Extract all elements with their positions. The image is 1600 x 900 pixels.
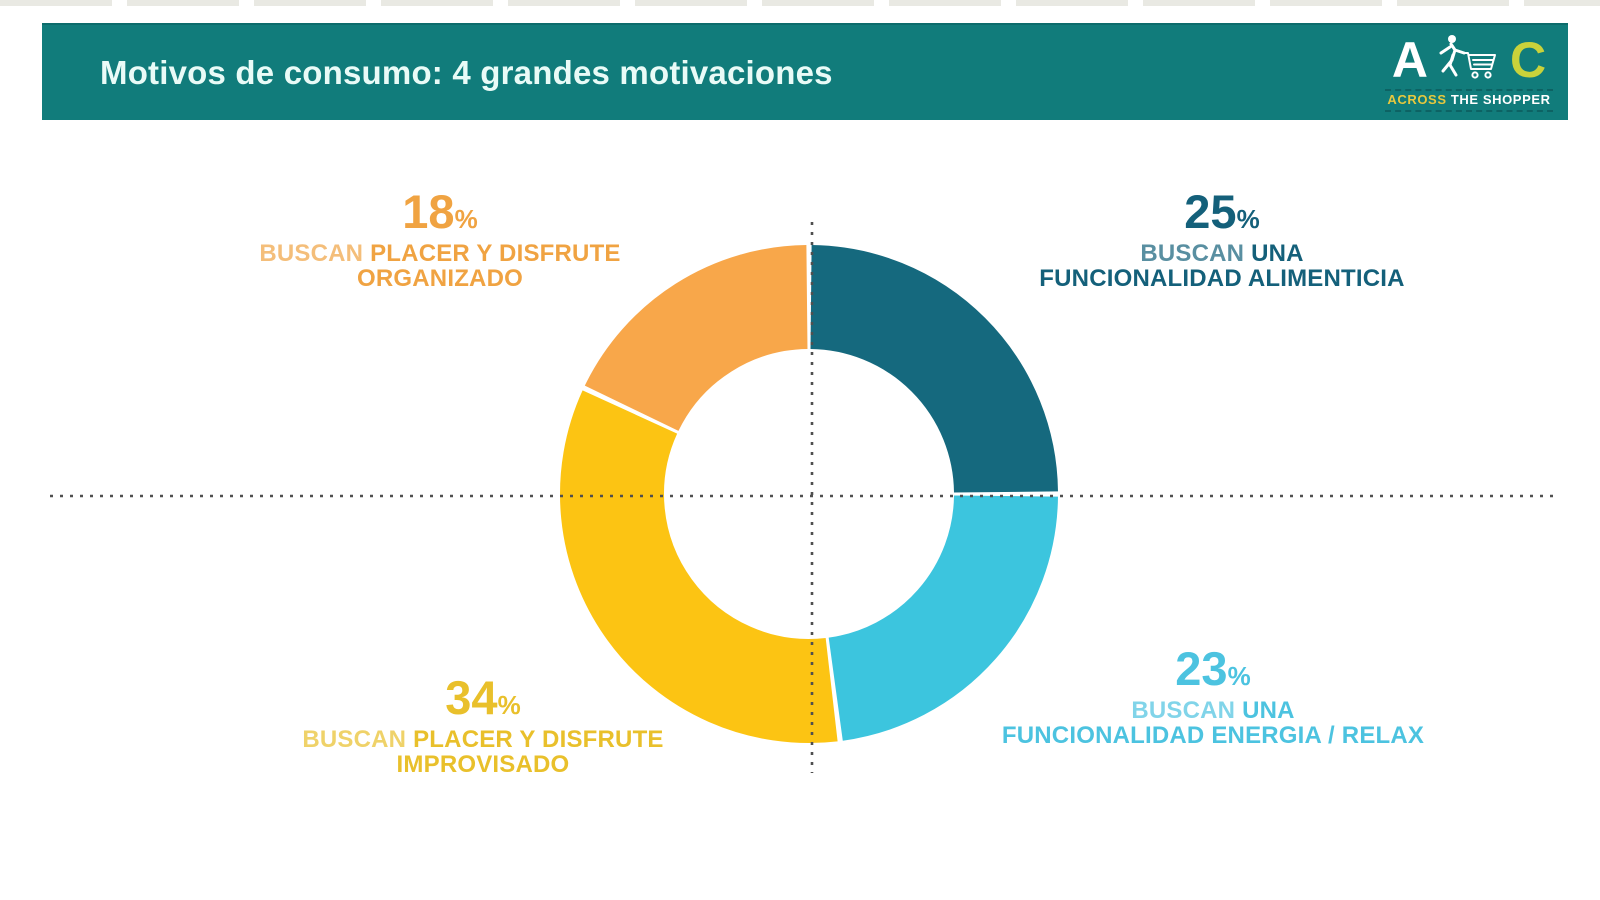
- label-placer-disfrute-organizado: 18% BUSCAN PLACER Y DISFRUTE ORGANIZADO: [140, 188, 740, 292]
- donut-segment-placer-disfrute-organizado: [584, 245, 809, 433]
- donut-segment-funcionalidad-energia-relax: [827, 494, 1058, 741]
- top-edge-dashes: [0, 0, 1600, 6]
- label-line-1: BUSCAN PLACER Y DISFRUTE: [259, 240, 621, 267]
- label-line-2: IMPROVISADO: [396, 751, 570, 779]
- runner-cart-icon: [1436, 33, 1502, 86]
- across-the-shopper-logo: A: [1380, 33, 1558, 115]
- header-bar: Motivos de consumo: 4 grandes motivacion…: [42, 23, 1568, 120]
- logo-divider-top: [1385, 88, 1553, 91]
- percent-value-alimenticia: 25%: [1184, 185, 1260, 238]
- label-funcionalidad-energia-relax: 23% BUSCAN UNA FUNCIONALIDAD ENERGIA / R…: [913, 645, 1513, 749]
- page-title: Motivos de consumo: 4 grandes motivacion…: [100, 53, 833, 91]
- label-line-2: FUNCIONALIDAD ALIMENTICIA: [1039, 265, 1405, 293]
- label-line-2: FUNCIONALIDAD ENERGIA / RELAX: [1001, 722, 1425, 750]
- percent-value-energia: 23%: [1175, 642, 1251, 695]
- label-line-2: ORGANIZADO: [357, 265, 523, 293]
- label-line-1: BUSCAN UNA: [1131, 697, 1295, 724]
- logo-letter-c: C: [1510, 31, 1547, 88]
- donut-segments: [560, 245, 1058, 743]
- label-line-1: BUSCAN UNA: [1140, 240, 1304, 267]
- label-placer-disfrute-improvisado: 34% BUSCAN PLACER Y DISFRUTE IMPROVISADO: [183, 674, 783, 778]
- donut-segment-placer-disfrute-improvisado: [560, 390, 838, 743]
- percent-value-improvisado: 34%: [445, 671, 521, 724]
- label-funcionalidad-alimenticia: 25% BUSCAN UNA FUNCIONALIDAD ALIMENTICIA: [922, 188, 1522, 292]
- percent-value-organizado: 18%: [402, 185, 478, 238]
- logo-letter-a: A: [1391, 31, 1428, 88]
- logo-divider-bottom: [1385, 110, 1553, 113]
- logo-tagline-rest: THE SHOPPER: [1450, 91, 1551, 107]
- logo-tagline-across: ACROSS: [1387, 91, 1447, 107]
- label-line-1: BUSCAN PLACER Y DISFRUTE: [302, 726, 664, 753]
- logo-letters-row: A: [1392, 34, 1546, 86]
- donut-segment-funcionalidad-alimenticia: [809, 245, 1058, 494]
- logo-tagline: ACROSS THE SHOPPER: [1387, 91, 1551, 107]
